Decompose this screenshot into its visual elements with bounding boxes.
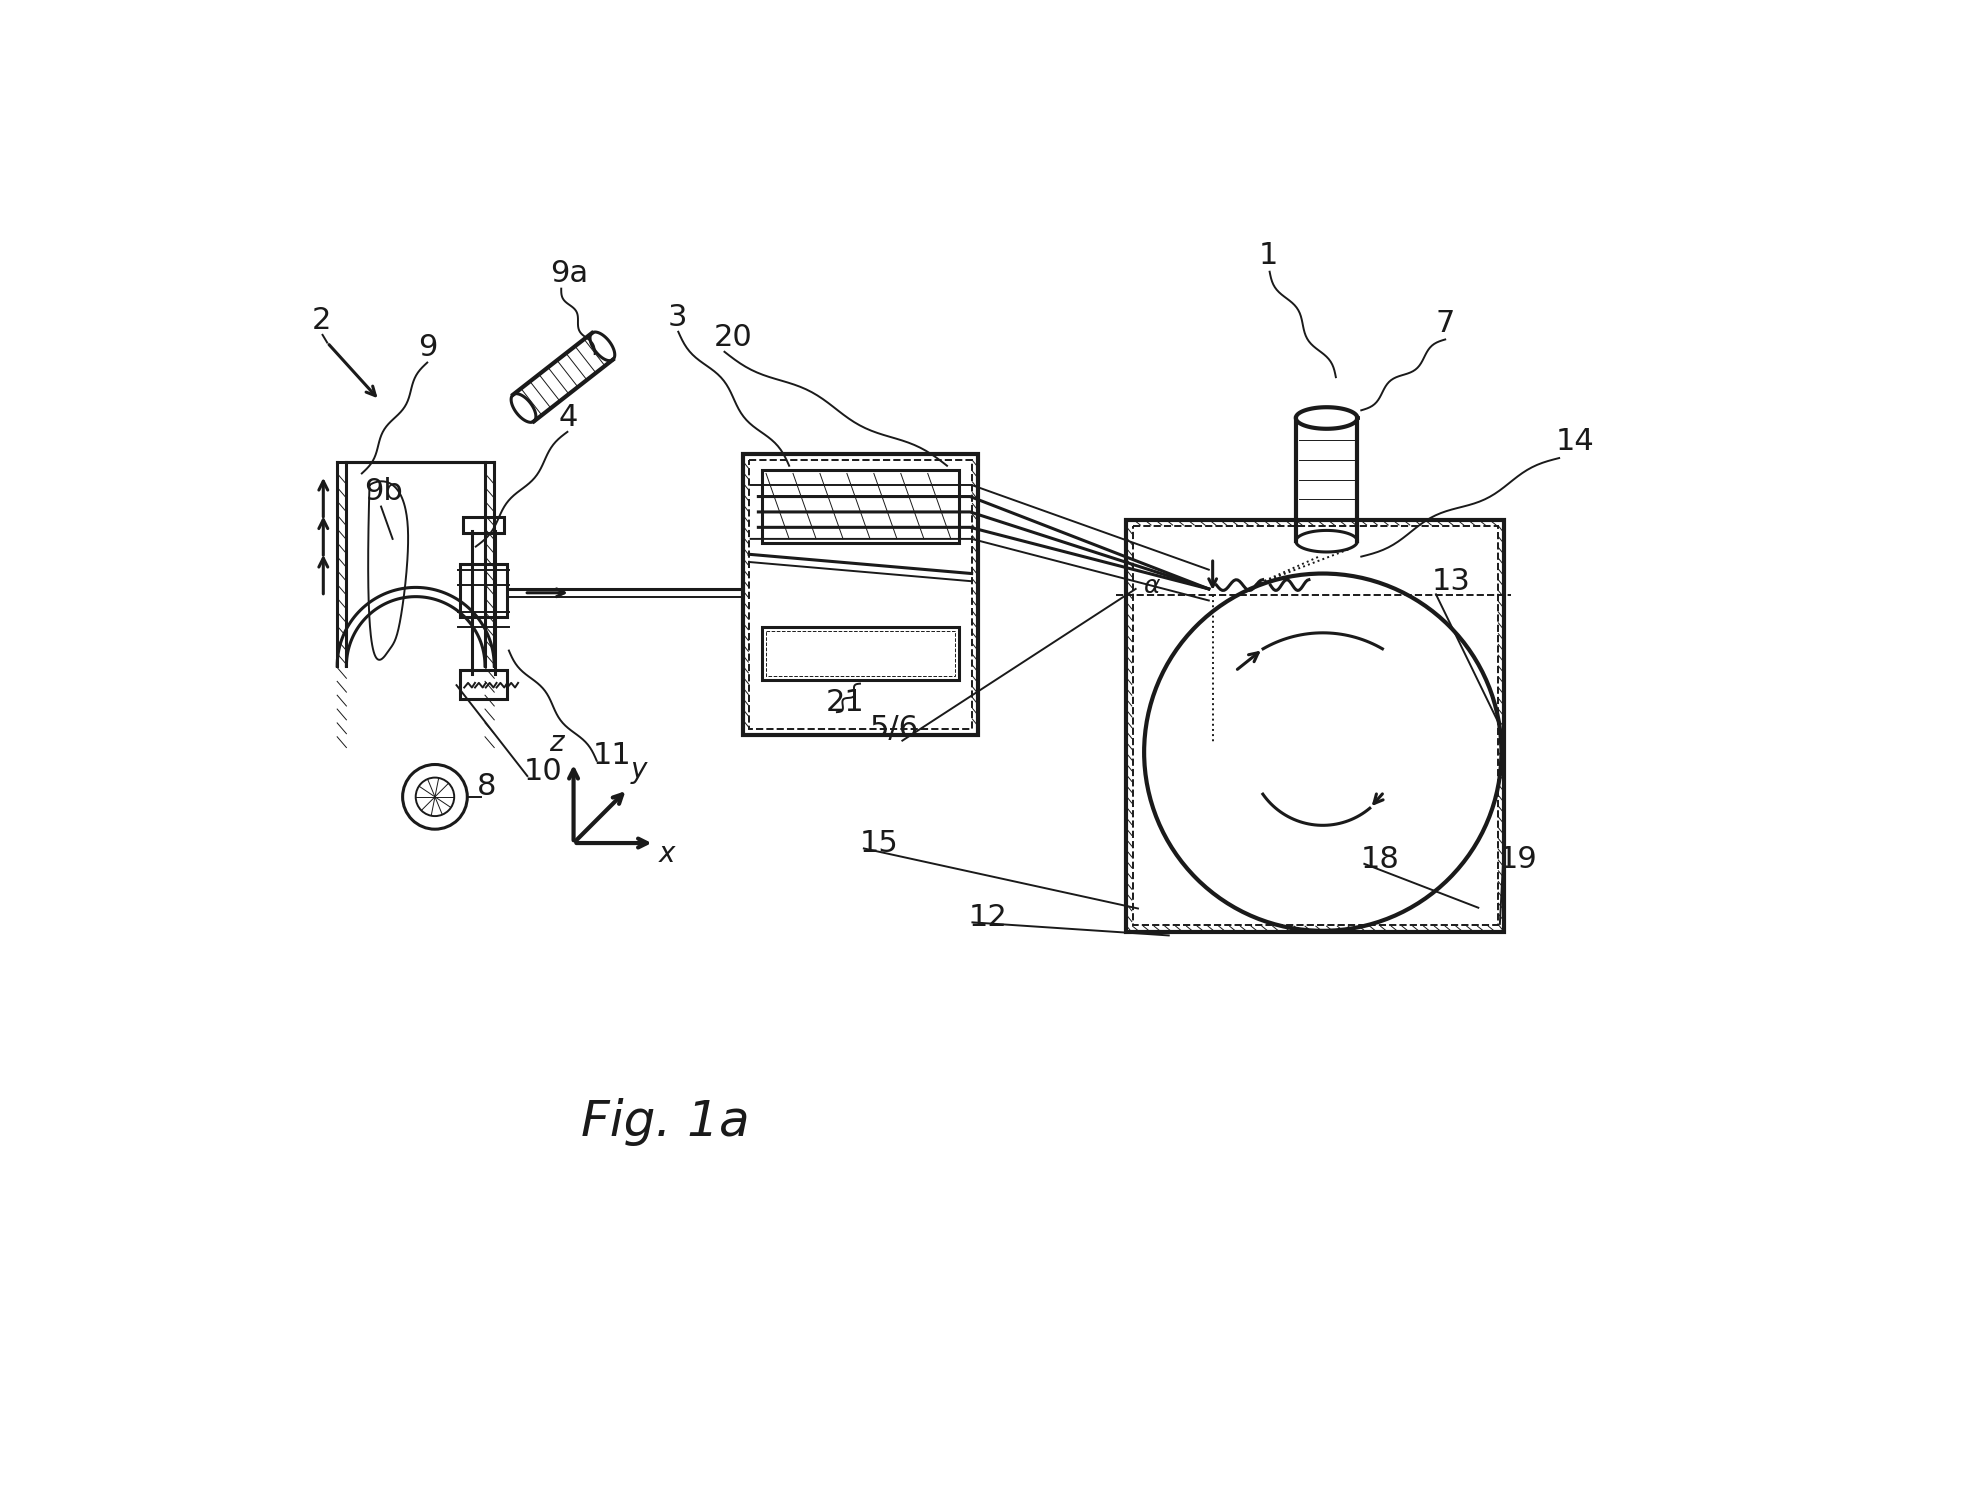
Text: 19: 19 bbox=[1499, 845, 1538, 874]
Text: 8: 8 bbox=[477, 772, 496, 802]
Text: 7: 7 bbox=[1436, 309, 1456, 338]
Text: 15: 15 bbox=[859, 829, 899, 859]
Bar bbox=[461, 564, 506, 618]
Bar bbox=[463, 517, 504, 533]
Text: $\alpha$: $\alpha$ bbox=[1144, 574, 1162, 598]
Text: 18: 18 bbox=[1360, 845, 1399, 874]
Bar bbox=[761, 627, 959, 680]
Text: 10: 10 bbox=[524, 757, 563, 785]
Text: 21: 21 bbox=[826, 687, 865, 717]
Text: 9b: 9b bbox=[365, 478, 402, 506]
Bar bbox=[761, 470, 959, 543]
Text: 3: 3 bbox=[667, 303, 687, 332]
Text: Fig. 1a: Fig. 1a bbox=[581, 1097, 749, 1145]
Bar bbox=[1132, 526, 1497, 925]
Text: x: x bbox=[659, 839, 675, 868]
Text: y: y bbox=[630, 757, 647, 784]
Text: 12: 12 bbox=[969, 903, 1007, 933]
Text: 20: 20 bbox=[714, 322, 753, 351]
Text: 9a: 9a bbox=[551, 259, 589, 288]
Text: 5/6: 5/6 bbox=[869, 714, 918, 743]
Bar bbox=[749, 460, 971, 729]
Bar bbox=[765, 631, 955, 677]
Bar bbox=[1126, 520, 1503, 931]
Text: 9: 9 bbox=[418, 333, 438, 362]
Text: 4: 4 bbox=[557, 402, 577, 431]
Text: 14: 14 bbox=[1556, 428, 1593, 457]
Text: 2: 2 bbox=[312, 306, 332, 335]
Bar bbox=[744, 454, 977, 735]
Text: 13: 13 bbox=[1432, 568, 1472, 597]
Text: 1: 1 bbox=[1260, 241, 1277, 270]
Bar bbox=[461, 669, 506, 699]
Text: 11: 11 bbox=[593, 741, 632, 770]
Text: z: z bbox=[549, 729, 563, 758]
